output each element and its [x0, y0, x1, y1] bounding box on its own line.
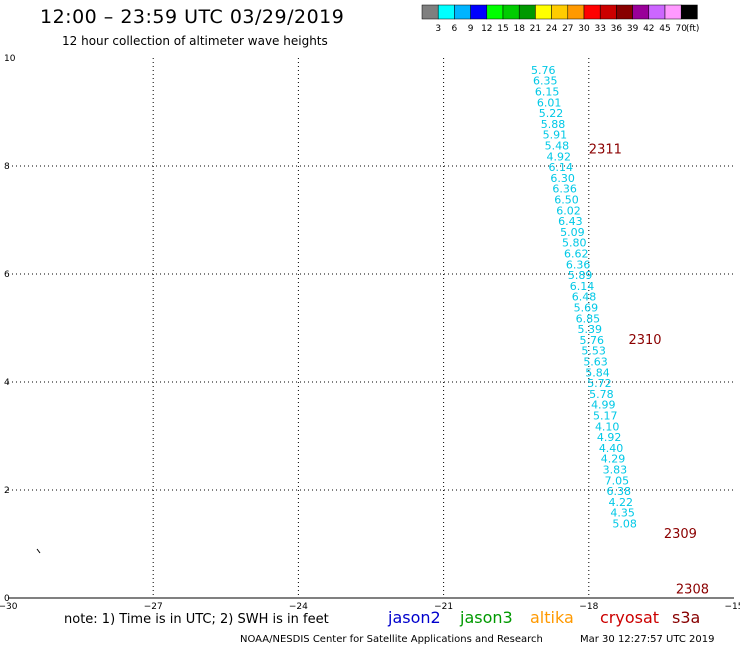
x-tick-label: −27: [144, 602, 163, 612]
wave-height-value: 6.50: [554, 193, 579, 206]
colorbar-tick-label: 9: [468, 24, 474, 34]
y-tick-label: 10: [4, 54, 16, 64]
wave-height-value: 5.09: [560, 226, 585, 239]
colorbar-tick-label: 45: [659, 24, 670, 34]
wave-height-value: 6.35: [533, 75, 558, 88]
y-tick-label: 0: [4, 594, 10, 604]
x-tick-label: −24: [289, 602, 308, 612]
colorbar-tick-label: 36: [611, 24, 623, 34]
wave-height-value: 5.84: [585, 366, 610, 379]
colorbar-tick-label: 21: [530, 24, 541, 34]
wave-height-value: 5.22: [539, 107, 564, 120]
wave-height-value: 6.36: [566, 258, 591, 271]
wave-height-value: 4.40: [599, 442, 624, 455]
chart-title: 12:00 – 23:59 UTC 03/29/2019: [40, 6, 345, 28]
x-tick-label: −18: [579, 602, 598, 612]
wave-height-value: 5.76: [579, 334, 604, 347]
pass-id-label: 2309: [664, 527, 697, 542]
satellite-legend-s3a: s3a: [672, 608, 701, 627]
satellite-legend-jason3: jason3: [460, 608, 513, 627]
wave-height-value: 4.35: [610, 507, 635, 520]
wave-height-value: 5.88: [541, 118, 566, 131]
wave-height-value: 5.69: [574, 301, 599, 314]
wave-height-value: 6.85: [576, 312, 601, 325]
colorbar-tick-label: 3: [435, 24, 441, 34]
wave-height-value: 5.72: [587, 377, 612, 390]
wave-height-value: 5.08: [612, 517, 637, 530]
satellite-legend-cryosat: cryosat: [600, 608, 660, 627]
footer-timestamp: Mar 30 12:27:57 UTC 2019: [580, 634, 715, 645]
wave-height-value: 5.78: [589, 388, 614, 401]
colorbar-tick-label: 27: [562, 24, 573, 34]
wave-height-value: 5.53: [581, 345, 606, 358]
x-tick-label: −30: [0, 602, 18, 612]
x-tick-label: −15: [725, 602, 740, 612]
wave-height-value: 4.99: [591, 399, 616, 412]
wave-height-value: 5.76: [531, 64, 556, 77]
wave-height-value: 4.92: [597, 431, 622, 444]
chart-subtitle: 12 hour collection of altimeter wave hei…: [62, 34, 328, 48]
colorbar-tick-label: 42: [643, 24, 654, 34]
wave-height-value: 6.14: [570, 280, 595, 293]
wave-height-value: 3.83: [603, 463, 628, 476]
colorbar-tick-label: 18: [513, 24, 525, 34]
wave-height-value: 4.10: [595, 420, 620, 433]
wave-height-value: 6.48: [572, 291, 597, 304]
pass-id-label: 2310: [628, 333, 661, 348]
wave-height-value: 4.29: [601, 453, 626, 466]
colorbar-tick-label: 39: [627, 24, 639, 34]
wave-height-value: 7.05: [605, 474, 630, 487]
stray-mark: [36, 548, 41, 554]
wave-height-value: 6.15: [535, 85, 560, 98]
colorbar-tick-label: 15: [497, 24, 508, 34]
colorbar-tick-label: 12: [481, 24, 492, 34]
pass-id-label: 2311: [589, 143, 622, 158]
colorbar-tick-label: 70: [675, 24, 687, 34]
colorbar-unit: (ft): [686, 24, 700, 34]
wave-height-value: 6.43: [558, 215, 583, 228]
wave-height-value: 6.38: [607, 485, 632, 498]
wave-height-value: 4.22: [608, 496, 633, 509]
satellite-legend-jason2: jason2: [388, 608, 441, 627]
colorbar-tick-label: 24: [546, 24, 558, 34]
y-tick-label: 6: [4, 270, 10, 280]
color-scale-legend: 3 6 9 12 15 18 21 24 27 30 33 36 39 42 45 70(ft): [421, 4, 700, 34]
pass-id-label: 2308: [676, 582, 709, 597]
wave-height-value: 6.14: [548, 161, 573, 174]
wave-height-value: 6.62: [564, 247, 589, 260]
wave-height-value: 5.17: [593, 409, 618, 422]
wave-height-value: 5.91: [543, 129, 568, 142]
wave-height-value: 5.89: [568, 269, 593, 282]
wave-height-value: 5.39: [578, 323, 603, 336]
x-tick-label: −21: [434, 602, 453, 612]
wave-height-value: 5.48: [545, 139, 570, 152]
wave-height-value: 4.92: [547, 150, 572, 163]
footer-credit: NOAA/NESDIS Center for Satellite Applica…: [240, 634, 543, 645]
y-tick-label: 2: [4, 486, 10, 496]
footer-note: note: 1) Time is in UTC; 2) SWH is in fe…: [64, 612, 329, 627]
wave-height-value: 6.30: [550, 172, 575, 185]
wave-height-value: 6.02: [556, 204, 581, 217]
wave-height-value: 5.63: [583, 355, 608, 368]
colorbar-tick-label: 33: [594, 24, 605, 34]
colorbar-tick-label: 30: [578, 24, 590, 34]
y-tick-label: 4: [4, 378, 10, 388]
y-tick-label: 8: [4, 162, 10, 172]
wave-height-value: 5.80: [562, 237, 587, 250]
colorbar-tick-label: 6: [452, 24, 458, 34]
colorbar-swatch: [680, 4, 698, 20]
wave-height-value: 6.36: [552, 183, 577, 196]
wave-height-value: 6.01: [537, 96, 562, 109]
satellite-legend-altika: altika: [530, 608, 574, 627]
